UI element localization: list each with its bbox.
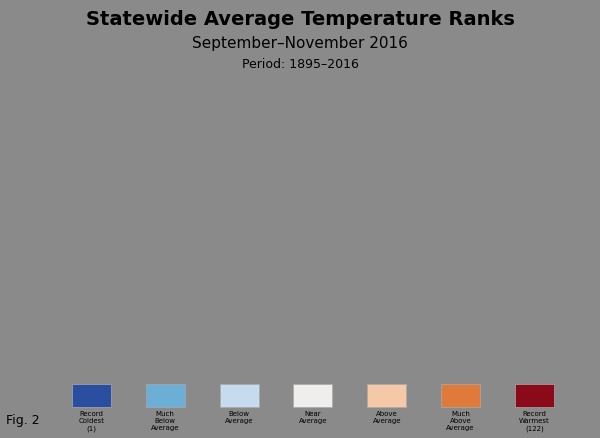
Text: Above
Average: Above Average [373, 411, 401, 424]
Text: Record
Coldest
(1): Record Coldest (1) [79, 411, 104, 432]
FancyBboxPatch shape [72, 384, 111, 406]
FancyBboxPatch shape [146, 384, 185, 406]
FancyBboxPatch shape [293, 384, 332, 406]
FancyBboxPatch shape [367, 384, 406, 406]
Text: Below
Average: Below Average [225, 411, 253, 424]
Text: Much
Above
Average: Much Above Average [446, 411, 475, 431]
Text: Near
Average: Near Average [299, 411, 327, 424]
FancyBboxPatch shape [515, 384, 554, 406]
Text: Record
Warmest
(122): Record Warmest (122) [519, 411, 550, 432]
Text: September–November 2016: September–November 2016 [192, 36, 408, 51]
Text: Statewide Average Temperature Ranks: Statewide Average Temperature Ranks [86, 10, 514, 29]
Text: Fig. 2: Fig. 2 [6, 414, 40, 427]
Text: Much
Below
Average: Much Below Average [151, 411, 179, 431]
Text: Period: 1895–2016: Period: 1895–2016 [242, 58, 358, 71]
FancyBboxPatch shape [220, 384, 259, 406]
FancyBboxPatch shape [441, 384, 480, 406]
